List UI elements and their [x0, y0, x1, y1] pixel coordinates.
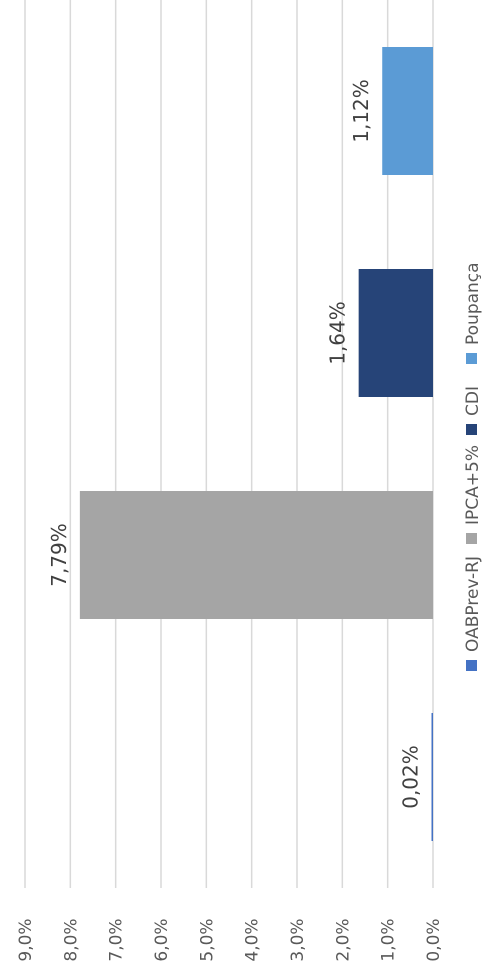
legend-swatch — [466, 533, 477, 544]
bar-oabprev-rj — [431, 713, 433, 841]
tick-label: 4,0% — [243, 918, 263, 961]
legend-swatch — [466, 660, 477, 671]
tick-label: 8,0% — [61, 918, 81, 961]
tick-label: 1,0% — [379, 918, 399, 961]
data-label: 1,12% — [349, 79, 373, 143]
legend: OABPrev-RJ IPCA+5% CDI Poupança — [463, 262, 483, 671]
tick-label: 9,0% — [16, 918, 36, 961]
bar-poupan-a — [382, 47, 433, 175]
data-labels: 0,02% 7,79% 1,64% 1,12% — [47, 79, 423, 809]
legend-label: IPCA+5% — [463, 445, 483, 525]
legend-label: CDI — [463, 386, 483, 416]
data-label: 1,64% — [326, 301, 350, 365]
bar-cdi — [358, 269, 433, 397]
data-label: 7,79% — [47, 523, 71, 587]
tick-label: 0,0% — [424, 918, 444, 961]
legend-swatch — [466, 424, 477, 435]
legend-label: OABPrev-RJ — [463, 556, 483, 652]
tick-label: 5,0% — [197, 918, 217, 961]
bars — [79, 47, 433, 841]
tick-label: 2,0% — [333, 918, 353, 961]
tick-label: 6,0% — [152, 918, 172, 961]
tick-label: 7,0% — [107, 918, 127, 961]
bar-ipca-5- — [79, 491, 433, 619]
legend-swatch — [466, 353, 477, 364]
value-axis-tick-labels: 0,0% 1,0% 2,0% 3,0% 4,0% 5,0% 6,0% 7,0% 8,0% 9,0% — [16, 918, 444, 961]
tick-label: 3,0% — [288, 918, 308, 961]
legend-label: Poupança — [463, 262, 483, 345]
data-label: 0,02% — [399, 745, 423, 809]
